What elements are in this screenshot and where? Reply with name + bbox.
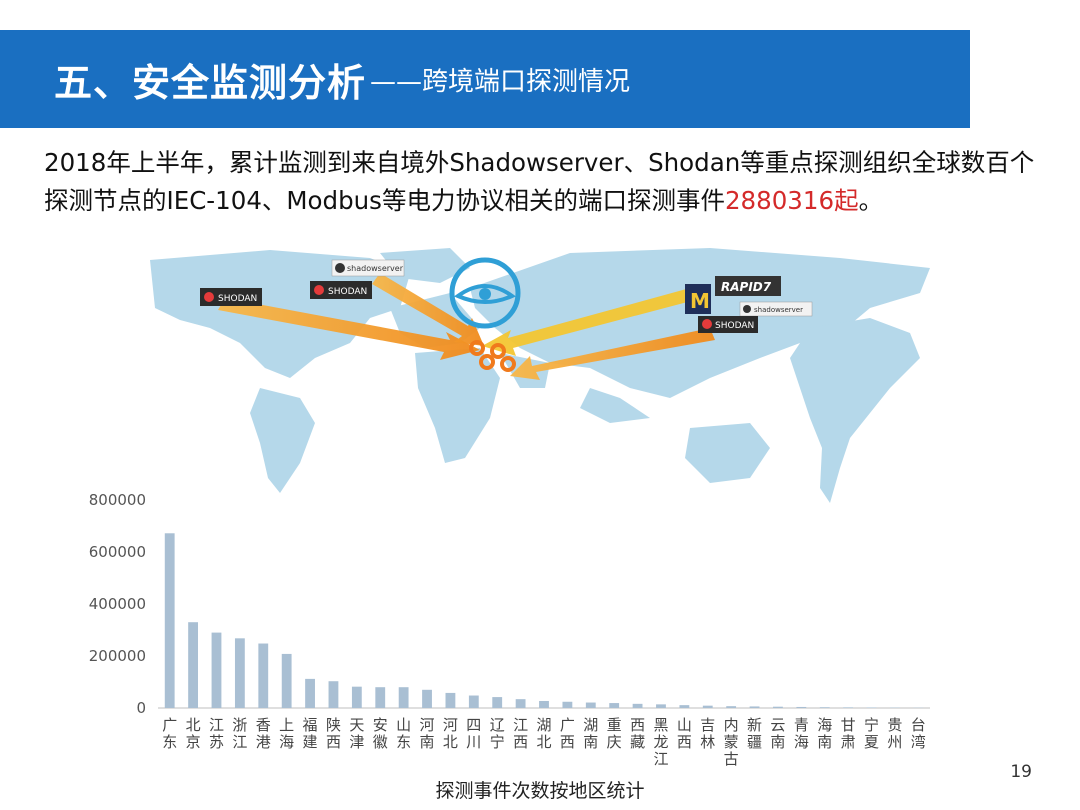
bar-河北 (445, 692, 456, 708)
x-tick-label: 新疆 (747, 716, 762, 751)
x-tick-label: 内蒙古 (724, 716, 739, 768)
shodan-logo-label: SHODAN (715, 321, 754, 331)
y-tick-label: 200000 (89, 647, 146, 665)
bar-江西 (515, 699, 526, 708)
x-tick-label: 青海 (794, 716, 809, 751)
page-number: 19 (1010, 762, 1032, 782)
x-tick-label: 江苏 (209, 716, 224, 751)
bar-陕西 (328, 681, 339, 708)
summary-text: 2018年上半年，累计监测到来自境外Shadowserver、Shodan等重点… (44, 144, 1054, 220)
x-tick-label: 台湾 (911, 716, 926, 751)
x-tick-label: 海南 (817, 716, 832, 751)
x-tick-label: 江西 (513, 716, 528, 751)
bar-内蒙古 (726, 706, 737, 708)
x-tick-label: 陕西 (326, 716, 341, 751)
shadowserver-logo-label: shadowserver (347, 264, 404, 273)
bar-广西 (562, 701, 573, 708)
y-tick-label: 600000 (89, 543, 146, 561)
x-tick-label: 香港 (256, 716, 271, 751)
bar-广东 (164, 533, 175, 708)
x-tick-label: 山东 (396, 716, 411, 751)
bar-福建 (305, 678, 315, 708)
target-rings (469, 340, 516, 372)
x-tick-label: 重庆 (607, 716, 622, 751)
x-tick-label: 天津 (349, 716, 364, 751)
bar-香港 (258, 643, 269, 708)
shodan-logo-west: SHODAN (200, 288, 262, 306)
y-tick-label: 800000 (89, 491, 146, 509)
x-tick-label: 山西 (677, 716, 692, 751)
x-tick-label: 西藏 (630, 716, 645, 751)
bar-青海 (796, 706, 807, 708)
bar-宁夏 (866, 707, 877, 708)
shodan-logo-label: SHODAN (328, 287, 367, 297)
x-tick-label: 湖北 (536, 716, 551, 751)
bar-吉林 (702, 705, 713, 708)
y-tick-label: 400000 (89, 595, 146, 613)
page-title: 五、安全监测分析 (54, 60, 367, 105)
bar-山西 (679, 705, 690, 708)
x-tick-label: 浙江 (232, 716, 247, 751)
bar-湖北 (539, 700, 549, 708)
eye-icon (449, 257, 521, 329)
x-tick-label: 湖南 (583, 716, 598, 751)
x-tick-label: 上海 (279, 716, 294, 751)
shadowserver-logo-label: shadowserver (754, 306, 803, 314)
bar-chart: 0 200000 400000 600000 800000 广东北京江苏浙江香港上海福建陕… (89, 491, 930, 768)
chart-title: 探测事件次数按地区统计 (435, 780, 645, 802)
x-tick-label: 辽宁 (490, 716, 505, 751)
x-tick-label: 河南 (420, 716, 435, 751)
summary-highlight: 2880316起 (724, 186, 859, 215)
x-tick-label: 广西 (560, 716, 575, 751)
title-bar: 五、安全监测分析 ——跨境端口探测情况 (0, 30, 970, 128)
summary-main: 2018年上半年，累计监测到来自境外Shadowserver、Shodan等重点… (44, 148, 1035, 215)
x-tick-label: 云南 (770, 716, 785, 751)
x-tick-label: 广东 (162, 716, 177, 751)
x-tick-label: 甘肃 (841, 716, 856, 751)
bar-江苏 (211, 632, 222, 708)
x-tick-label: 黑龙江 (653, 716, 668, 768)
x-tick-label: 宁夏 (864, 716, 879, 751)
bar-甘肃 (843, 707, 854, 708)
x-tick-label: 福建 (303, 716, 318, 751)
bar-天津 (351, 686, 362, 708)
bar-黑龙江 (656, 704, 666, 708)
continents (150, 248, 930, 503)
bar-山东 (398, 687, 409, 708)
x-tick-label: 四川 (466, 716, 481, 751)
page-subtitle: ——跨境端口探测情况 (370, 66, 631, 97)
rapid7-logo: RAPID7 (715, 276, 781, 296)
y-tick-label: 0 (136, 699, 146, 717)
bar-云南 (773, 706, 783, 708)
bar-四川 (468, 695, 479, 708)
x-tick-label: 北京 (186, 716, 201, 751)
bar-海南 (819, 707, 830, 708)
bar-重庆 (609, 703, 620, 708)
bar-新疆 (749, 706, 760, 708)
bar-安徽 (375, 687, 386, 708)
x-tick-label: 安徽 (373, 716, 388, 751)
x-tick-label: 河北 (443, 716, 458, 751)
probe-arrows (218, 273, 715, 380)
shadowserver-logo-east: shadowserver (739, 301, 813, 317)
bar-北京 (188, 622, 199, 708)
x-tick-label: 吉林 (700, 716, 715, 751)
world-map: SHODAN SHODAN shadowserver M RAPID7 shad… (150, 248, 930, 503)
bar-西藏 (632, 703, 643, 708)
michigan-logo: M (685, 284, 711, 314)
bar-上海 (281, 653, 292, 708)
rapid7-logo-label: RAPID7 (721, 280, 772, 294)
michigan-logo-label: M (690, 289, 710, 313)
shodan-logo-east: SHODAN (698, 316, 758, 333)
x-tick-label: 贵州 (887, 716, 902, 751)
bar-河南 (422, 689, 432, 708)
bar-辽宁 (492, 697, 503, 708)
shodan-logo-label: SHODAN (218, 294, 257, 304)
bar-浙江 (234, 638, 245, 708)
shadowserver-logo-north: shadowserver (331, 259, 405, 277)
summary-end: 。 (858, 186, 884, 215)
bar-湖南 (585, 702, 596, 708)
shodan-logo-north: SHODAN (310, 281, 372, 299)
